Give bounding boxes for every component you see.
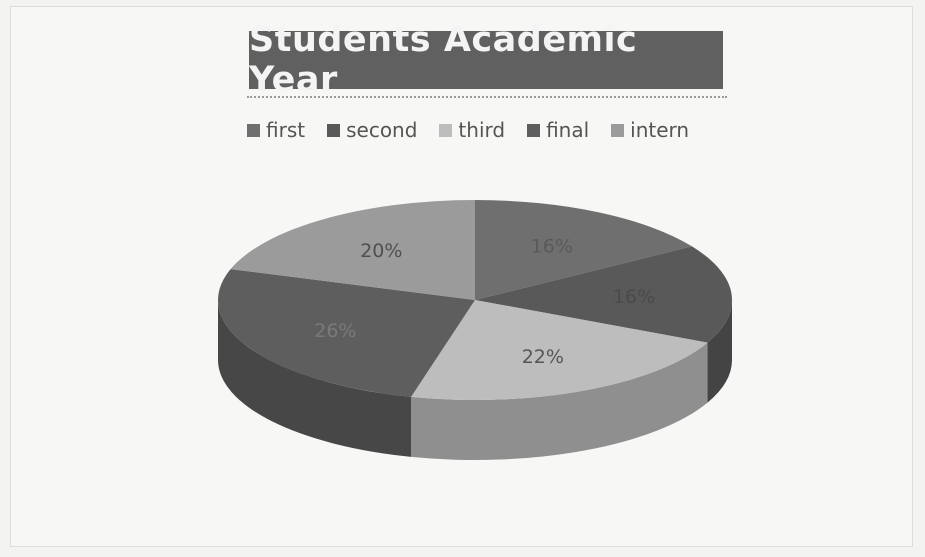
legend-label-final: final — [546, 118, 590, 142]
pie-side-final — [218, 300, 412, 457]
title-divider — [247, 96, 727, 98]
legend-label-second: second — [346, 118, 418, 142]
pie-slice-second — [475, 246, 732, 343]
chart-legend: first second third final intern — [247, 115, 747, 145]
legend-swatch-final — [527, 123, 541, 137]
legend-item-first: first — [247, 118, 305, 142]
slice-label-final: 26% — [314, 320, 356, 342]
chart-title-box: Students Academic Year — [249, 20, 723, 100]
pie-slice-first — [475, 200, 692, 300]
legend-swatch-first — [247, 123, 260, 137]
legend-label-intern: intern — [630, 118, 690, 142]
pie-top — [217, 200, 732, 400]
pie-slice-intern — [230, 200, 475, 300]
legend-swatch-third — [439, 123, 453, 137]
legend-item-second: second — [327, 118, 417, 142]
pie-slice-third — [411, 300, 708, 400]
pie-slice-final — [217, 269, 476, 397]
pie-side-third — [411, 342, 708, 460]
pie-sides — [218, 300, 732, 460]
legend-label-third: third — [458, 118, 506, 142]
legend-label-first: first — [266, 118, 306, 142]
slice-label-intern: 20% — [360, 240, 402, 262]
pie-labels: 16% 16% 22% 26% 20% — [314, 236, 655, 368]
legend-swatch-second — [327, 123, 341, 137]
pie-side-second — [707, 300, 732, 403]
legend-swatch-intern — [611, 123, 625, 137]
slice-label-second: 16% — [613, 286, 655, 308]
chart-title: Students Academic Year — [249, 20, 638, 100]
legend-item-third: third — [439, 118, 505, 142]
slice-label-third: 22% — [522, 346, 564, 368]
legend-item-final: final — [527, 118, 589, 142]
slice-label-first: 16% — [531, 236, 573, 258]
legend-item-intern: intern — [611, 118, 689, 142]
